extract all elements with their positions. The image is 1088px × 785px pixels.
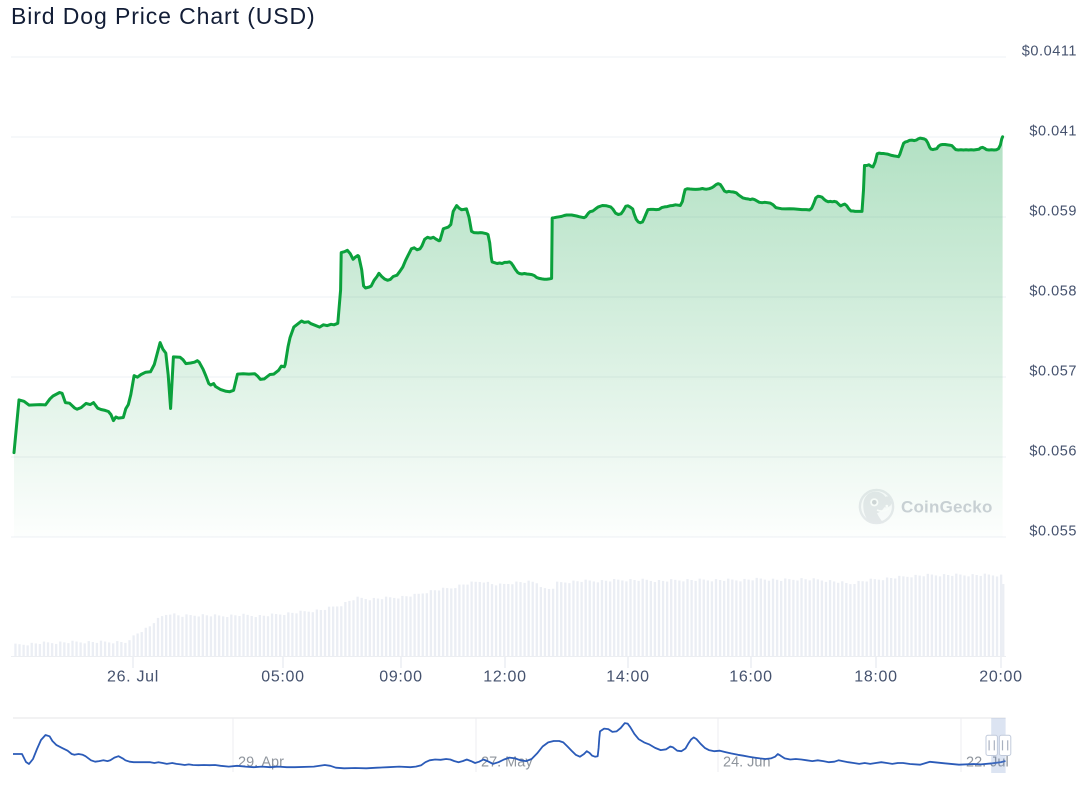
svg-text:$0.055: $0.055 xyxy=(1029,524,1077,540)
svg-text:26. Jul: 26. Jul xyxy=(107,669,159,686)
svg-text:$0.059: $0.059 xyxy=(1029,204,1077,220)
svg-text:12:00: 12:00 xyxy=(483,669,527,686)
svg-text:18:00: 18:00 xyxy=(854,669,898,686)
svg-text:$0.041: $0.041 xyxy=(1029,124,1077,140)
svg-text:16:00: 16:00 xyxy=(729,669,773,686)
svg-text:$0.057: $0.057 xyxy=(1029,364,1077,380)
svg-text:27. May: 27. May xyxy=(481,755,533,771)
svg-text:$0.0411: $0.0411 xyxy=(1022,44,1077,60)
svg-text:14:00: 14:00 xyxy=(606,669,650,686)
svg-text:05:00: 05:00 xyxy=(261,669,305,686)
svg-text:20:00: 20:00 xyxy=(979,669,1023,686)
svg-text:$0.058: $0.058 xyxy=(1029,284,1077,300)
svg-text:22. Jul: 22. Jul xyxy=(966,755,1009,771)
svg-text:$0.056: $0.056 xyxy=(1029,444,1077,460)
svg-text:09:00: 09:00 xyxy=(379,669,423,686)
svg-text:29. Apr: 29. Apr xyxy=(238,755,284,771)
svg-text:Bird Dog Price Chart (USD): Bird Dog Price Chart (USD) xyxy=(11,3,316,29)
